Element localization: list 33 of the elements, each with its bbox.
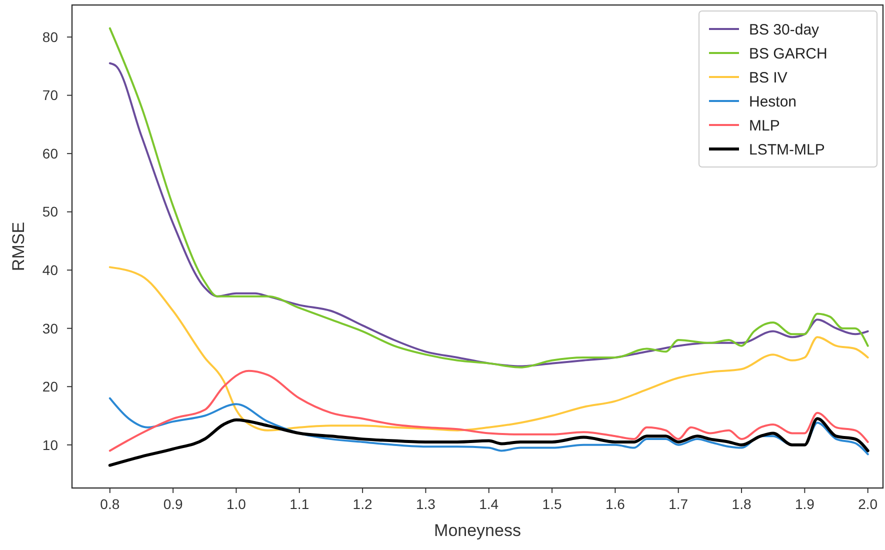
line-series xyxy=(108,397,869,456)
y-tick-label: 20 xyxy=(42,378,58,395)
y-tick-label: 40 xyxy=(42,262,58,278)
y-tick-label: 10 xyxy=(42,436,58,453)
x-tick-label: 1.3 xyxy=(416,496,436,512)
line-series xyxy=(108,417,870,467)
x-tick-label: 1.2 xyxy=(352,496,372,512)
x-tick-label: 1.1 xyxy=(290,496,310,512)
legend-label: LSTM-MLP xyxy=(749,141,825,158)
x-tick-label: 1.6 xyxy=(605,496,626,512)
x-tick-label: 1.7 xyxy=(668,496,688,512)
legend-label: BS IV xyxy=(749,69,788,86)
x-tick-label: 1.9 xyxy=(794,496,815,512)
x-tick-label: 0.9 xyxy=(163,496,183,512)
y-tick-label: 80 xyxy=(42,28,58,45)
x-tick-label: 1.4 xyxy=(479,496,499,512)
y-tick-label: 60 xyxy=(42,145,58,162)
x-tick-label: 1.5 xyxy=(542,496,562,512)
x-axis-title: Moneyness xyxy=(434,521,521,540)
legend-label: BS GARCH xyxy=(749,45,828,62)
x-tick-label: 1.8 xyxy=(732,496,752,512)
x-tick-label: 2.0 xyxy=(858,496,878,512)
line-series xyxy=(108,370,869,452)
legend-label: BS 30-day xyxy=(749,21,820,38)
y-tick-label: 30 xyxy=(42,320,58,336)
x-tick-label: 1.0 xyxy=(226,496,246,512)
y-axis-title: RMSE xyxy=(9,222,28,272)
y-tick-label: 50 xyxy=(42,204,58,220)
y-tick-label: 70 xyxy=(42,87,58,104)
line-series xyxy=(108,266,869,432)
legend-label: MLP xyxy=(749,117,780,134)
legend-label: Heston xyxy=(749,93,797,110)
x-tick-label: 0.8 xyxy=(100,496,120,512)
